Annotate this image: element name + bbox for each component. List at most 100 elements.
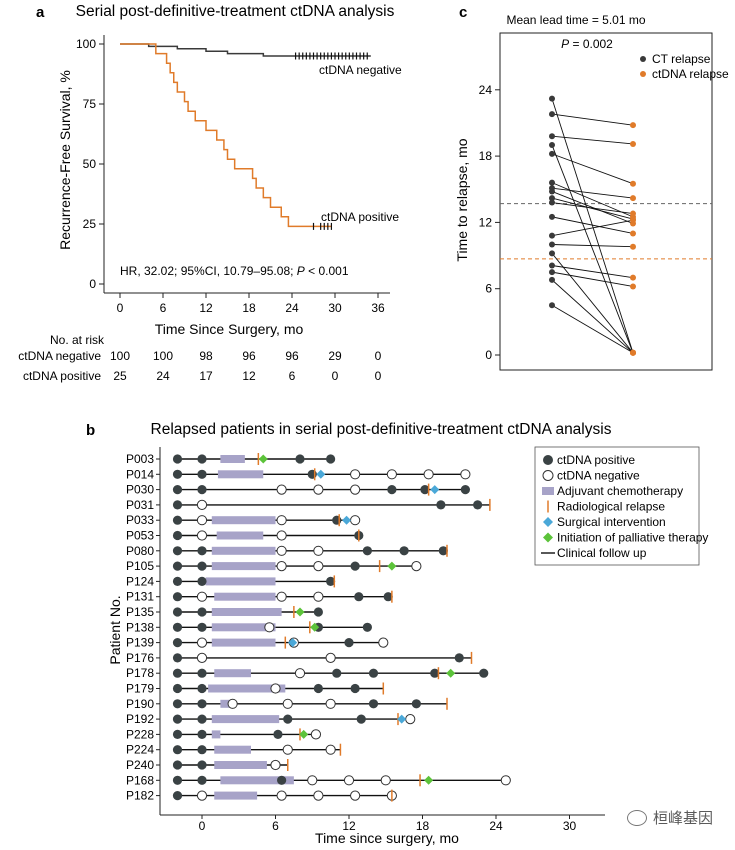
ctdna-positive-point xyxy=(197,714,207,724)
ctdna-negative-point xyxy=(313,484,324,495)
palliative-therapy-mark xyxy=(295,607,305,617)
pair-line xyxy=(551,144,634,353)
ct-relapse-point xyxy=(549,241,555,248)
ctdna-positive-point xyxy=(332,668,342,678)
chemo-bar xyxy=(211,715,280,724)
ctdna-positive-point xyxy=(172,607,183,617)
palliative-therapy-mark xyxy=(424,775,434,785)
risk-table-header: No. at risk xyxy=(50,333,105,347)
ctdna-negative-point xyxy=(350,515,361,526)
ctdna-positive-point xyxy=(172,791,183,801)
ctdna-negative-point xyxy=(270,759,281,771)
ctdna-negative-point xyxy=(196,515,208,526)
chemo-bar xyxy=(208,684,286,693)
ctdna-relapse-point xyxy=(630,230,636,237)
ctdna-positive-point xyxy=(454,653,464,663)
panel-c: c Mean lead time = 5.01 mo P = 0.002 0 6 1… xyxy=(454,4,729,371)
ctdna-relapse-point xyxy=(630,274,636,281)
km-x-tick-label: 6 xyxy=(160,301,167,315)
ctdna-positive-point xyxy=(197,729,207,740)
ct-relapse-point xyxy=(549,188,555,195)
chemo-bar xyxy=(220,776,294,785)
ctdna-negative-point xyxy=(276,545,287,556)
ct-relapse-point xyxy=(549,95,555,102)
ctdna-negative-point xyxy=(276,591,287,602)
ctdna-positive-point xyxy=(197,760,207,770)
ctdna-positive-point xyxy=(172,729,183,740)
ctdna-negative-point xyxy=(500,775,511,786)
patient-label: P190 xyxy=(126,697,154,711)
risk-value: 29 xyxy=(328,349,342,363)
ctdna-relapse-point xyxy=(630,210,636,217)
ctdna-negative-point xyxy=(276,790,287,801)
ct-relapse-point xyxy=(549,195,555,202)
patient-label: P030 xyxy=(126,483,154,497)
ct-relapse-point xyxy=(549,133,555,140)
panel-a: a Serial post-definitive-treatment ctDNA… xyxy=(18,3,402,383)
legend-marker-ct xyxy=(640,56,646,62)
risk-value: 17 xyxy=(199,369,213,383)
ctdna-negative-point xyxy=(270,683,281,694)
ctdna-positive-point xyxy=(172,699,183,709)
chemo-bar xyxy=(214,669,251,678)
legend-label: Surgical intervention xyxy=(557,515,666,529)
chemo-bar xyxy=(205,577,276,586)
palliative-therapy-mark xyxy=(258,454,268,464)
swimmer-x-tick-label: 30 xyxy=(563,819,577,833)
risk-value: 100 xyxy=(110,349,130,363)
chemo-bar xyxy=(211,623,276,632)
risk-value: 24 xyxy=(156,369,170,383)
patient-label: P053 xyxy=(126,529,154,543)
ctdna-positive-point xyxy=(197,699,207,709)
ct-relapse-point xyxy=(549,302,555,309)
palliative-therapy-mark xyxy=(387,561,397,571)
swimmer-plot-area: 0 6 12 18 24 30P003P014P030P031P033P053P080P1… xyxy=(126,447,605,833)
legend-label: Clinical follow up xyxy=(557,546,647,560)
patient-label: P176 xyxy=(126,651,154,665)
ctdna-positive-point xyxy=(326,454,336,464)
km-x-tick-label: 12 xyxy=(199,301,213,315)
swimmer-x-tick-label: 18 xyxy=(416,819,430,833)
km-curve-negative xyxy=(120,43,371,57)
ctdna-positive-point xyxy=(172,485,183,495)
pair-line xyxy=(551,191,634,224)
wechat-icon xyxy=(626,809,647,826)
ctdna-positive-point xyxy=(172,592,183,602)
ctdna-relapse-point xyxy=(630,180,636,187)
km-x-axis-label: Time Since Surgery, mo xyxy=(155,321,304,337)
ct-relapse-point xyxy=(549,150,555,157)
ctdna-negative-point xyxy=(313,545,324,556)
km-series-label-positive: ctDNA positive xyxy=(321,210,399,224)
chemo-bar xyxy=(211,516,276,525)
ctdna-relapse-point xyxy=(630,243,636,250)
patient-label: P003 xyxy=(126,452,154,466)
patient-label: P228 xyxy=(126,727,154,741)
ctdna-negative-point xyxy=(378,637,389,648)
ctdna-positive-point xyxy=(172,760,183,770)
pair-line xyxy=(551,197,634,220)
ctdna-positive-point xyxy=(197,745,207,755)
ctdna-positive-point xyxy=(197,469,207,479)
lead-time-y-axis-label: Time to relapse, mo xyxy=(454,138,470,261)
ct-relapse-point xyxy=(549,111,555,118)
surgical-intervention-mark xyxy=(288,638,298,648)
patient-label: P033 xyxy=(126,513,154,527)
km-plot-area: 0 25 50 75 100 0 6 12 18 24 30 36 ctDNA negative ctDN… xyxy=(76,35,402,315)
risk-value: 25 xyxy=(113,369,127,383)
patient-label: P224 xyxy=(126,743,154,757)
ctdna-negative-point xyxy=(294,668,306,679)
palliative-therapy-mark xyxy=(299,729,309,739)
patient-label: P192 xyxy=(126,712,154,726)
lead-time-y-tick-label: 24 xyxy=(479,83,493,97)
pair-line xyxy=(551,244,634,248)
ctdna-negative-point xyxy=(350,790,361,801)
ctdna-positive-point xyxy=(356,714,366,724)
ctdna-positive-point xyxy=(479,668,489,678)
km-y-tick-label: 100 xyxy=(76,37,96,51)
swimmer-x-tick-label: 12 xyxy=(342,819,356,833)
patient-label: P178 xyxy=(126,666,154,680)
pair-line xyxy=(551,219,634,237)
ctdna-positive-point xyxy=(197,775,207,785)
